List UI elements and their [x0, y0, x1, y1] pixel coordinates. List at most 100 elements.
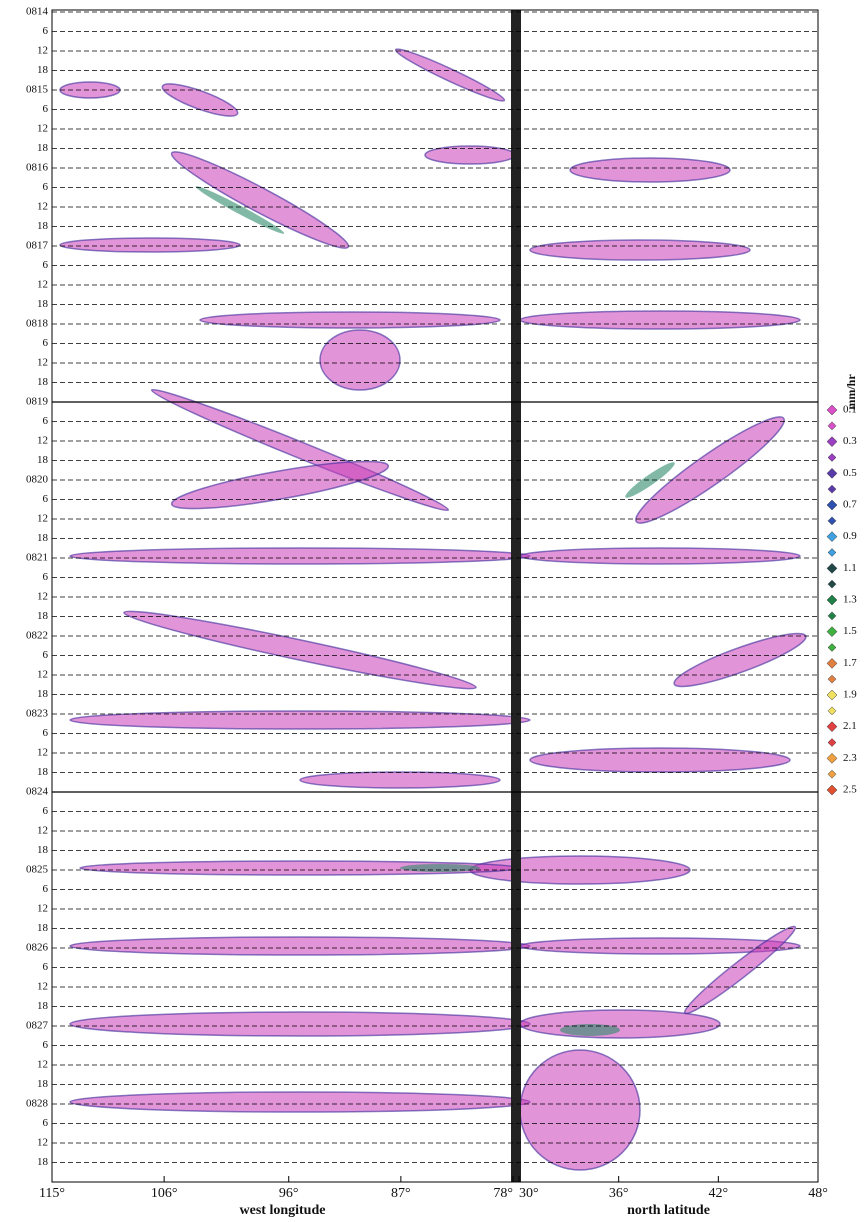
x-tick-label: 96°	[279, 1186, 299, 1201]
y-tick-label: 0823	[26, 708, 49, 720]
colorbar-tick-label: 2.5	[843, 784, 857, 796]
colorbar-tick-label: 0.9	[843, 530, 857, 542]
y-tick-label: 18	[37, 1000, 49, 1012]
y-tick-label: 18	[37, 220, 49, 232]
colorbar-swatch	[826, 721, 838, 733]
x-tick-label: 48°	[808, 1186, 828, 1201]
y-tick-label: 0819	[26, 396, 49, 408]
y-tick-label: 0821	[26, 552, 48, 564]
colorbar-step	[827, 548, 837, 557]
colorbar-swatch	[826, 436, 838, 448]
colorbar-tick-label: 1.9	[843, 689, 857, 701]
x-axis-label: north latitude	[627, 1203, 710, 1218]
y-tick-label: 6	[43, 571, 49, 583]
x-axis-label: west longitude	[240, 1203, 326, 1218]
colorbar-step	[827, 674, 837, 684]
colorbar-tick-label: 1.1	[843, 562, 857, 574]
y-tick-label: 18	[37, 688, 49, 700]
colorbar-tick-label: 1.7	[843, 657, 857, 669]
y-tick-label: 0815	[26, 84, 49, 96]
y-tick-label: 0816	[26, 162, 49, 174]
y-tick-label: 0824	[26, 786, 49, 798]
colorbar-step	[827, 611, 837, 621]
x-tick-label: 78°	[493, 1186, 513, 1201]
colorbar-swatch	[826, 531, 838, 543]
colorbar-step	[827, 706, 837, 716]
y-tick-label: 12	[37, 903, 48, 915]
y-tick-label: 6	[43, 181, 49, 193]
y-tick-label: 0827	[26, 1020, 49, 1032]
y-tick-label: 6	[43, 961, 49, 973]
colorbar-swatch	[826, 499, 838, 511]
y-tick-label: 12	[37, 513, 48, 525]
colorbar-tick-label: 1.3	[843, 594, 857, 606]
y-tick-label: 6	[43, 883, 49, 895]
y-tick-label: 12	[37, 1059, 48, 1071]
y-tick-label: 18	[37, 844, 49, 856]
colorbar-swatch	[826, 467, 838, 479]
colorbar-tick-label: 2.1	[843, 720, 857, 732]
colorbar-step	[827, 453, 837, 462]
y-tick-label: 12	[37, 669, 48, 681]
colorbar-label: mm/hr	[844, 374, 858, 410]
y-tick-label: 12	[37, 1137, 48, 1149]
colorbar-step	[827, 738, 837, 747]
colorbar-tick-label: 0.1	[843, 404, 857, 416]
x-tick-label: 115°	[39, 1186, 65, 1201]
y-tick-label: 18	[37, 454, 49, 466]
y-tick-label: 12	[37, 357, 48, 369]
y-tick-label: 18	[37, 64, 49, 76]
y-tick-label: 6	[43, 1039, 49, 1051]
colorbar-swatch	[826, 404, 838, 416]
colorbar-tick-label: 0.7	[843, 499, 857, 511]
y-tick-label: 12	[37, 747, 48, 759]
colorbar-swatch	[826, 562, 838, 574]
x-tick-label: 30°	[519, 1186, 539, 1201]
y-tick-label: 6	[43, 25, 49, 37]
colorbar-step	[827, 484, 837, 494]
y-tick-label: 12	[37, 123, 48, 135]
x-tick-label: 106°	[151, 1186, 178, 1201]
x-tick-label: 36°	[609, 1186, 629, 1201]
y-tick-label: 6	[43, 103, 49, 115]
y-tick-label: 18	[37, 766, 49, 778]
y-tick-label: 0825	[26, 864, 49, 876]
y-tick-label: 12	[37, 435, 48, 447]
colorbar-tick-label: 0.3	[843, 435, 857, 447]
colorbar-tick-label: 0.5	[843, 467, 857, 479]
colorbar-step	[827, 769, 837, 779]
y-tick-label: 6	[43, 259, 49, 271]
y-tick-label: 0814	[26, 6, 49, 18]
y-tick-label: 12	[37, 981, 48, 993]
colorbar-swatch	[826, 689, 838, 701]
y-tick-label: 12	[37, 591, 48, 603]
colorbar-swatch	[826, 594, 838, 606]
colorbar-swatch	[826, 657, 838, 669]
y-tick-label: 6	[43, 337, 49, 349]
colorbar-tick-label: 1.5	[843, 625, 857, 637]
y-tick-label: 6	[43, 1117, 49, 1129]
y-tick-label: 0820	[26, 474, 49, 486]
panel-divider	[511, 10, 521, 1182]
colorbar-swatch	[826, 626, 838, 638]
plot-frame	[51, 9, 819, 1183]
y-tick-label: 18	[37, 610, 49, 622]
colorbar-swatch	[826, 752, 838, 764]
colorbar-step	[827, 579, 837, 589]
y-tick-label: 18	[37, 1156, 49, 1168]
y-tick-label: 0828	[26, 1098, 49, 1110]
y-tick-label: 12	[37, 825, 48, 837]
y-tick-label: 18	[37, 142, 49, 154]
x-tick-label: 87°	[391, 1186, 411, 1201]
y-tick-label: 0822	[26, 630, 48, 642]
y-tick-label: 6	[43, 649, 49, 661]
y-tick-label: 18	[37, 298, 49, 310]
colorbar-step	[827, 516, 837, 526]
colorbar-tick-label: 2.3	[843, 752, 857, 764]
x-tick-label: 42°	[709, 1186, 729, 1201]
y-tick-label: 12	[37, 201, 48, 213]
y-tick-label: 18	[37, 532, 49, 544]
colorbar-swatch	[826, 784, 838, 796]
colorbar-step	[827, 421, 837, 431]
